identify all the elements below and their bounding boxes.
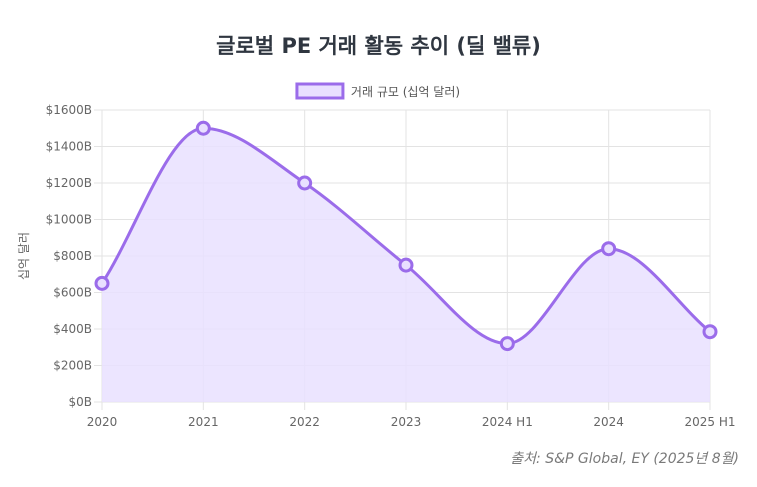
y-tick-label: $1000B [46,213,92,227]
x-tick-label: 2025 H1 [684,415,735,429]
y-tick-label: $600B [53,286,92,300]
data-point [601,241,617,257]
y-tick-label: $400B [53,322,92,336]
x-tick-label: 2021 [188,415,219,429]
x-tick-label: 2020 [87,415,118,429]
legend-swatch [295,82,345,100]
y-tick-label: $1200B [46,176,92,190]
y-tick-label: $200B [53,359,92,373]
x-tick-label: 2024 [593,415,624,429]
data-point [94,275,110,291]
y-tick-label: $800B [53,249,92,263]
source-note: 출처: S&P Global, EY (2025년 8월) [510,451,739,467]
x-tick-label: 2024 H1 [482,415,533,429]
data-point [398,257,414,273]
data-point [297,175,313,191]
y-tick-label: $0B [68,395,92,409]
y-axis-title: 십억 달러 [17,232,31,280]
x-tick-label: 2022 [289,415,320,429]
y-tick-label: $1400B [46,140,92,154]
legend-label: 거래 규모 (십억 달러) [351,85,460,99]
y-tick-label: $1600B [46,103,92,117]
data-point [499,336,515,352]
data-point [195,120,211,136]
x-tick-label: 2023 [391,415,422,429]
chart-title: 글로벌 PE 거래 활동 추이 (딜 밸류) [216,34,541,58]
data-point [702,324,718,340]
